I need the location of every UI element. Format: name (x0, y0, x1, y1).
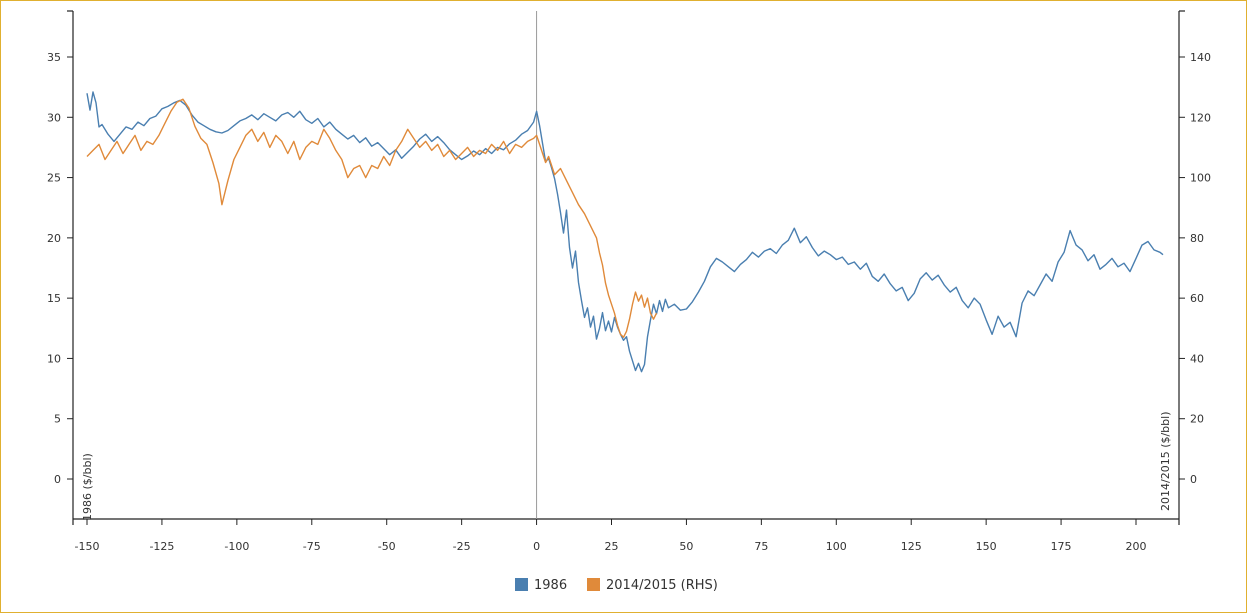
left-y-tick-label: 10 (47, 352, 61, 365)
left-y-tick-label: 30 (47, 111, 61, 124)
right-y-tick-label: 0 (1190, 473, 1197, 486)
legend: 1986 2014/2015 (RHS) (515, 578, 718, 593)
right-y-tick-label: 40 (1190, 352, 1204, 365)
x-tick-label: -75 (303, 540, 321, 553)
x-tick-label: -100 (224, 540, 249, 553)
right-y-tick-label: 20 (1190, 413, 1204, 426)
left-y-tick-label: 20 (47, 232, 61, 245)
x-tick-label: 175 (1051, 540, 1072, 553)
x-tick-label: -50 (378, 540, 396, 553)
left-y-tick-label: 0 (54, 473, 61, 486)
left-y-tick-label: 15 (47, 292, 61, 305)
legend-swatch-2014-2015 (587, 578, 600, 591)
right-y-tick-label: 100 (1190, 172, 1211, 185)
x-tick-label: 100 (826, 540, 847, 553)
x-tick-label: 150 (976, 540, 997, 553)
legend-swatch-1986 (515, 578, 528, 591)
left-y-tick-label: 35 (47, 51, 61, 64)
x-tick-label: 75 (754, 540, 768, 553)
legend-item-1986[interactable]: 1986 (515, 578, 567, 593)
axes: -150 -125 -100 -75 -50 -25 0 25 50 75 100 125 150 175… (47, 10, 1211, 553)
x-tick-label: 125 (901, 540, 922, 553)
left-y-tick-label: 25 (47, 172, 61, 185)
left-y-tick-label: 5 (54, 413, 61, 426)
series-line-1986 (86, 91, 1164, 373)
x-tick-label: -25 (453, 540, 471, 553)
x-tick-label: 25 (605, 540, 619, 553)
series-layer (86, 91, 1164, 373)
series-line-2014-2015 (86, 98, 658, 338)
x-tick-label: -150 (75, 540, 100, 553)
right-axis-title: 2014/2015 ($/bbl) (1159, 412, 1172, 512)
right-y-tick-label: 60 (1190, 292, 1204, 305)
x-tick-label: 50 (679, 540, 693, 553)
x-tick-label: -125 (149, 540, 174, 553)
legend-item-2014-2015[interactable]: 2014/2015 (RHS) (587, 578, 718, 593)
x-tick-label: 0 (533, 540, 540, 553)
legend-label-1986: 1986 (534, 578, 567, 593)
right-y-tick-label: 140 (1190, 51, 1211, 64)
legend-label-2014-2015: 2014/2015 (RHS) (606, 578, 718, 593)
right-y-tick-label: 80 (1190, 232, 1204, 245)
x-tick-label: 200 (1126, 540, 1147, 553)
right-y-tick-label: 120 (1190, 111, 1211, 124)
left-axis-title: 1986 ($/bbl) (81, 453, 94, 521)
